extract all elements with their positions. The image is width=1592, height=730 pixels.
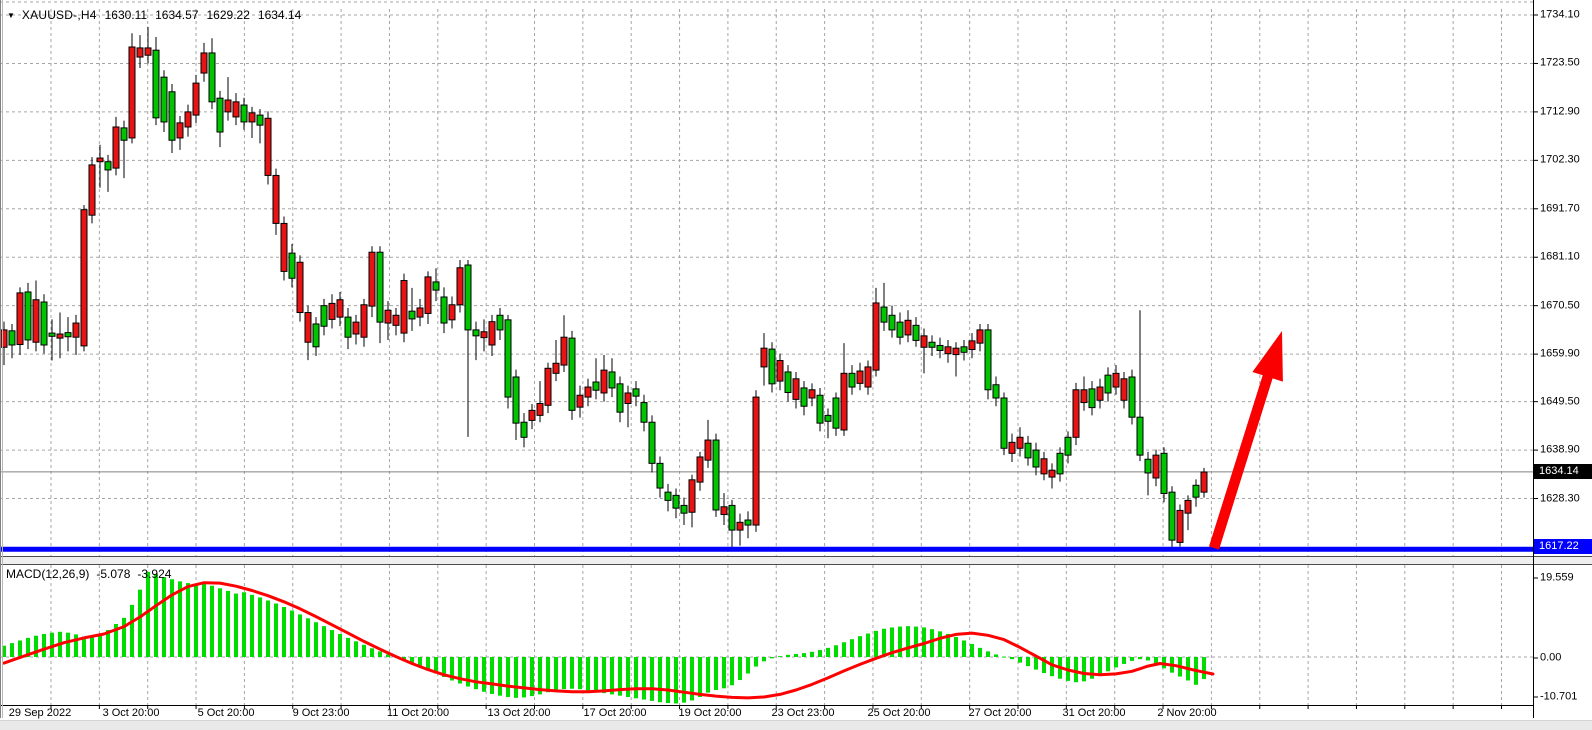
macd-name: MACD(12,26,9) [6, 567, 90, 581]
time-axis-label: 3 Oct 20:00 [102, 707, 160, 719]
window-bottom-strip [0, 720, 1592, 730]
ohlc-close: 1634.14 [257, 8, 302, 22]
price-axis-label: 1628.30 [1540, 492, 1580, 505]
time-axis-label: 5 Oct 20:00 [197, 707, 255, 719]
price-axis-label: 1649.50 [1540, 395, 1580, 408]
macd-axis-label: 0.00 [1540, 651, 1562, 664]
ohlc-low: 1629.22 [206, 8, 250, 22]
price-axis-label: 1712.90 [1540, 105, 1580, 118]
current-price-tag: 1634.14 [1534, 464, 1592, 479]
ohlc-high: 1634.57 [155, 8, 199, 22]
macd-axis-label: 19.559 [1540, 571, 1574, 584]
price-axis-label: 1734.10 [1540, 8, 1580, 21]
time-axis-label: 9 Oct 23:00 [292, 707, 350, 719]
price-axis-label: 1670.50 [1540, 299, 1580, 312]
time-axis-label: 27 Oct 20:00 [968, 707, 1032, 719]
macd-main-value: -5.078 [96, 567, 131, 581]
time-axis-label: 31 Oct 20:00 [1062, 707, 1126, 719]
macd-indicator-label: MACD(12,26,9) -5.078 -3.924 [6, 567, 171, 581]
time-axis-label: 13 Oct 20:00 [487, 707, 551, 719]
price-axis-label: 1691.70 [1540, 202, 1580, 215]
symbol-menu-icon[interactable]: ▼ [7, 11, 15, 20]
time-axis-label: 19 Oct 20:00 [678, 707, 742, 719]
chart-title: ▼ XAUUSD-,H4 1630.11 1634.57 1629.22 1634.14 [7, 8, 301, 22]
time-axis-label: 25 Oct 20:00 [867, 707, 931, 719]
symbol-period-label: XAUUSD-,H4 [21, 8, 97, 22]
ohlc-open: 1630.11 [104, 8, 148, 22]
price-axis-label: 1681.10 [1540, 250, 1580, 263]
current-price-value: 1634.14 [1539, 465, 1579, 477]
time-axis-label: 11 Oct 20:00 [386, 707, 450, 719]
price-axis-label: 1659.90 [1540, 347, 1580, 360]
support-price-value: 1617.22 [1539, 540, 1579, 552]
macd-axis-label: -10.701 [1540, 690, 1578, 703]
time-axis-label: 23 Oct 23:00 [771, 707, 835, 719]
time-axis-label: 2 Nov 20:00 [1157, 707, 1217, 719]
time-axis-label: 29 Sep 2022 [8, 707, 72, 719]
macd-signal-value: -3.924 [137, 567, 172, 581]
price-axis-label: 1638.90 [1540, 443, 1580, 456]
support-price-tag: 1617.22 [1534, 539, 1592, 554]
time-axis-label: 17 Oct 20:00 [583, 707, 647, 719]
price-axis-label: 1702.30 [1540, 153, 1580, 166]
price-axis-label: 1723.50 [1540, 56, 1580, 69]
